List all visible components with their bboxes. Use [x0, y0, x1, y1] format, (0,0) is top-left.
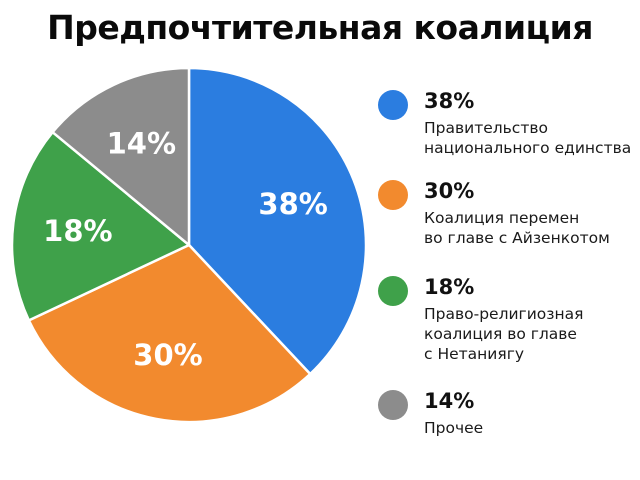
legend-swatch — [378, 180, 408, 210]
legend-value: 38% — [424, 89, 475, 113]
legend-label: Коалиция перемен во главе с Айзенкотом — [424, 209, 610, 247]
legend-swatch — [378, 90, 408, 120]
legend-value: 18% — [424, 275, 475, 299]
slice-value-label: 30% — [133, 338, 202, 372]
slice-value-label: 38% — [258, 187, 327, 221]
slice-value-label: 14% — [107, 127, 176, 161]
chart-title: Предпочтительная коалиция — [47, 8, 593, 47]
legend-label: Правительство национального единства — [424, 119, 632, 157]
legend-label: Прочее — [424, 419, 484, 437]
slice-national-unity — [187, 66, 368, 376]
slice-change-coalition — [27, 243, 312, 424]
legend-label: Право-религиозная коалиция во главе с Не… — [424, 305, 584, 363]
slice-right-religious — [10, 130, 191, 322]
legend-swatch — [378, 276, 408, 306]
legend-swatch — [378, 390, 408, 420]
legend-value: 14% — [424, 389, 475, 413]
slice-other — [51, 66, 191, 247]
legend-value: 30% — [424, 179, 475, 203]
slice-value-label: 18% — [43, 214, 112, 248]
